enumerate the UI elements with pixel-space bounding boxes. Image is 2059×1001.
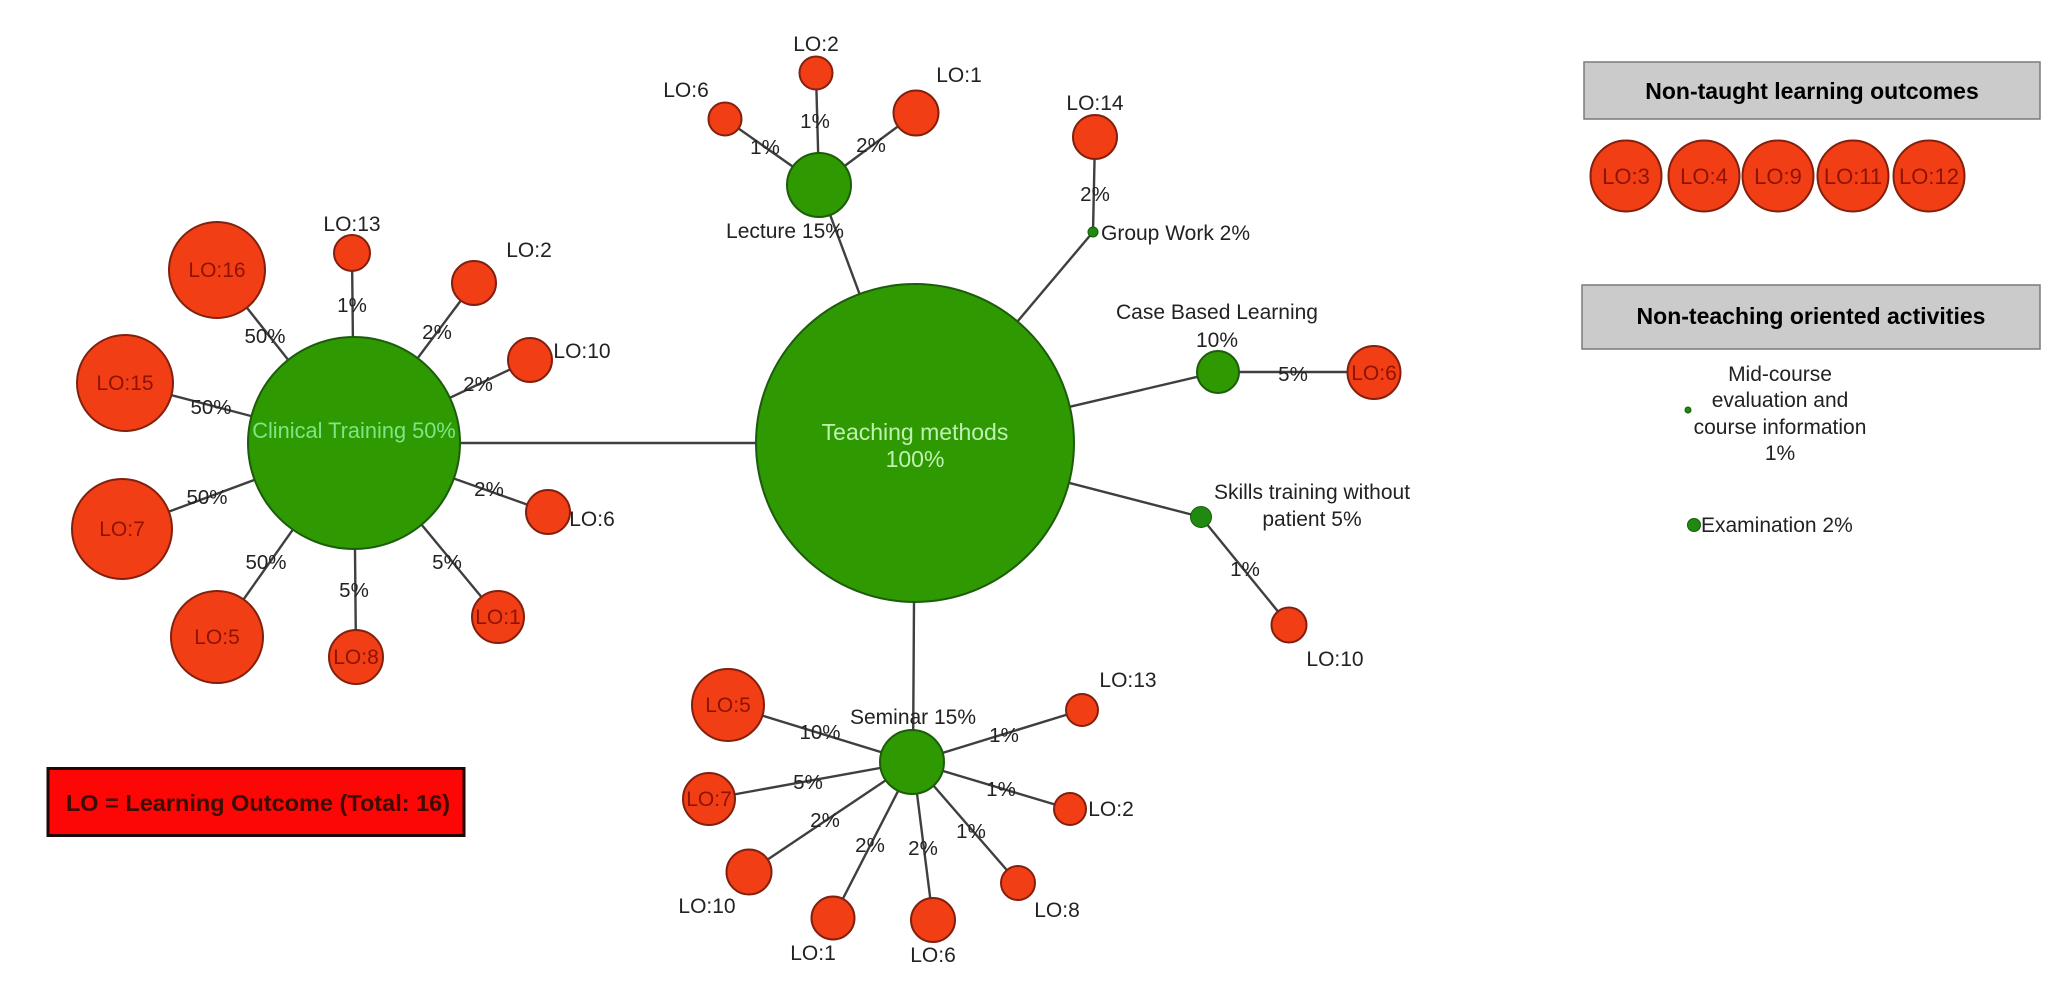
svg-text:2%: 2% (810, 809, 840, 832)
svg-text:1%: 1% (750, 136, 780, 159)
svg-text:50%: 50% (190, 396, 231, 419)
svg-text:Non-taught learning outcomes: Non-taught learning outcomes (1645, 78, 1979, 104)
svg-text:2%: 2% (908, 837, 938, 860)
svg-text:1%: 1% (800, 110, 830, 133)
svg-text:Examination 2%: Examination 2% (1701, 514, 1853, 537)
svg-text:2%: 2% (463, 373, 493, 396)
svg-text:100%: 100% (886, 446, 945, 472)
svg-text:2%: 2% (1080, 183, 1110, 206)
svg-text:Case Based Learning: Case Based Learning (1116, 301, 1318, 324)
svg-text:50%: 50% (245, 551, 286, 574)
svg-text:1%: 1% (337, 294, 367, 317)
svg-text:LO:6: LO:6 (663, 79, 709, 102)
svg-text:LO:2: LO:2 (1088, 798, 1134, 821)
svg-text:LO:3: LO:3 (1602, 164, 1650, 189)
svg-text:LO:1: LO:1 (790, 942, 836, 965)
svg-text:1%: 1% (989, 724, 1019, 747)
svg-text:Mid-course: Mid-course (1728, 363, 1832, 386)
svg-text:LO:16: LO:16 (188, 259, 245, 282)
svg-text:Non-teaching oriented activiti: Non-teaching oriented activities (1637, 303, 1986, 329)
svg-text:50%: 50% (186, 486, 227, 509)
svg-text:course information: course information (1694, 416, 1867, 439)
svg-text:LO = Learning Outcome (Total:: LO = Learning Outcome (Total: 16) (66, 790, 450, 816)
svg-text:LO:4: LO:4 (1680, 164, 1728, 189)
svg-text:LO:1: LO:1 (936, 64, 982, 87)
svg-text:Lecture 15%: Lecture 15% (726, 220, 844, 243)
svg-text:5%: 5% (339, 579, 369, 602)
svg-text:Seminar 15%: Seminar 15% (850, 706, 976, 729)
svg-text:LO:14: LO:14 (1066, 92, 1124, 115)
svg-text:LO:6: LO:6 (569, 508, 615, 531)
svg-text:2%: 2% (856, 134, 886, 157)
svg-text:LO:2: LO:2 (506, 239, 552, 262)
svg-text:10%: 10% (799, 721, 840, 744)
svg-text:LO:8: LO:8 (333, 646, 379, 669)
svg-text:1%: 1% (986, 778, 1016, 801)
svg-text:patient 5%: patient 5% (1262, 508, 1361, 531)
svg-text:2%: 2% (855, 834, 885, 857)
svg-text:LO:6: LO:6 (910, 944, 956, 967)
svg-text:5%: 5% (432, 551, 462, 574)
svg-text:Clinical Training 50%: Clinical Training 50% (252, 418, 456, 443)
svg-text:LO:7: LO:7 (99, 518, 145, 541)
svg-text:evaluation and: evaluation and (1712, 389, 1849, 412)
svg-text:5%: 5% (1278, 363, 1308, 386)
svg-text:LO:5: LO:5 (705, 694, 751, 717)
svg-text:LO:8: LO:8 (1034, 899, 1080, 922)
svg-text:LO:15: LO:15 (96, 372, 153, 395)
svg-text:LO:11: LO:11 (1824, 164, 1882, 189)
svg-text:LO:10: LO:10 (678, 895, 735, 918)
svg-text:1%: 1% (956, 820, 986, 843)
svg-text:LO:10: LO:10 (1306, 648, 1363, 671)
svg-text:LO:2: LO:2 (793, 33, 839, 56)
svg-text:5%: 5% (793, 771, 823, 794)
svg-text:LO:13: LO:13 (323, 213, 380, 236)
svg-text:LO:7: LO:7 (686, 788, 732, 811)
svg-text:LO:1: LO:1 (475, 606, 521, 629)
svg-text:LO:5: LO:5 (194, 626, 240, 649)
svg-text:LO:13: LO:13 (1099, 669, 1156, 692)
svg-text:1%: 1% (1765, 442, 1795, 465)
svg-text:LO:10: LO:10 (553, 340, 610, 363)
svg-text:50%: 50% (244, 325, 285, 348)
svg-text:1%: 1% (1230, 558, 1260, 581)
svg-text:LO:6: LO:6 (1351, 362, 1397, 385)
svg-text:LO:9: LO:9 (1754, 164, 1802, 189)
svg-text:LO:12: LO:12 (1899, 164, 1959, 189)
svg-text:10%: 10% (1196, 329, 1238, 352)
svg-text:Teaching methods: Teaching methods (822, 419, 1009, 445)
svg-text:2%: 2% (474, 478, 504, 501)
svg-text:Group Work 2%: Group Work 2% (1101, 222, 1250, 245)
svg-text:Skills training without: Skills training without (1214, 481, 1410, 504)
svg-text:2%: 2% (422, 321, 452, 344)
